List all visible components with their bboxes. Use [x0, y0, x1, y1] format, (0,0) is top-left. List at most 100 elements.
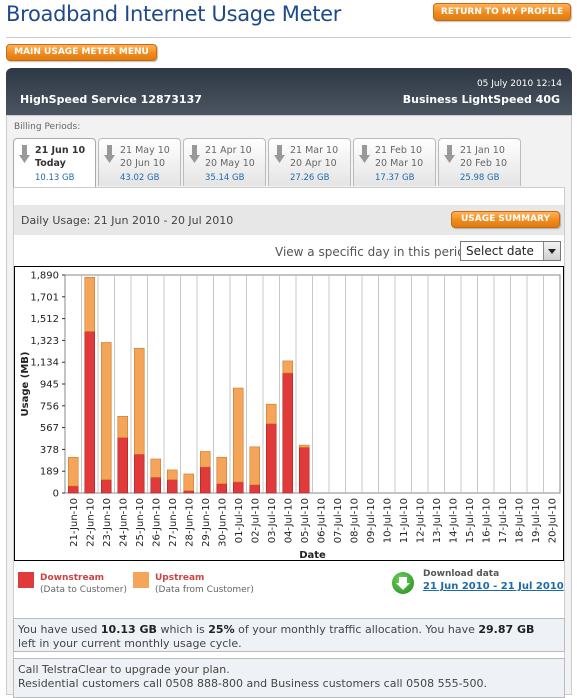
y-tick-label: 1,701 — [30, 292, 59, 303]
y-tick-label: 1,134 — [30, 358, 59, 369]
bar-upstream — [216, 456, 228, 485]
x-tick-label: 03-Jul-10 — [267, 498, 278, 543]
bar-upstream — [117, 415, 129, 438]
download-icon[interactable] — [392, 572, 414, 594]
select-day-label: View a specific day in this period: — [275, 245, 477, 259]
upstream-legend-title: Upstream — [155, 573, 205, 583]
x-tick-label: 24-Jun-10 — [118, 498, 129, 547]
x-tick-label: 04-Jul-10 — [283, 498, 294, 543]
bar-downstream — [249, 484, 261, 494]
bar-downstream — [298, 447, 310, 494]
x-tick-label: 18-Jul-10 — [514, 498, 525, 543]
date-select[interactable]: Select date — [460, 241, 561, 261]
bar-upstream — [150, 458, 162, 478]
remaining-amount: 29.87 GB — [478, 623, 535, 636]
tab-usage: 10.13 GB — [35, 173, 75, 183]
billing-period-tab[interactable]: 21 Jan 10 20 Feb 10 25.98 GB — [438, 138, 521, 186]
y-tick-label: 945 — [40, 380, 59, 391]
bar-downstream — [183, 490, 195, 494]
tab-usage: 25.98 GB — [460, 173, 500, 183]
downstream-legend-sub: (Data to Customer) — [40, 585, 127, 595]
x-tick-label: 06-Jul-10 — [316, 498, 327, 543]
bar-downstream — [266, 423, 277, 494]
upgrade-info-box: Call TelstraClear to upgrade your plan. … — [13, 658, 565, 698]
header-datetime: 05 July 2010 12:14 — [476, 79, 562, 89]
bar-downstream — [84, 331, 96, 494]
x-tick-label: 01-Jul-10 — [234, 498, 245, 543]
x-tick-label: 12-Jul-10 — [415, 498, 426, 543]
bar-downstream — [134, 454, 145, 494]
tab-end-date: 20 May 10 — [205, 158, 255, 169]
used-amount: 10.13 GB — [100, 623, 157, 636]
x-tick-label: 05-Jul-10 — [300, 498, 311, 543]
arrow-down-icon — [19, 145, 30, 163]
upgrade-text: Call TelstraClear to upgrade your plan. — [18, 663, 230, 676]
x-tick-label: 20-Jul-10 — [547, 498, 558, 543]
tab-start-date: 21 Feb 10 — [375, 145, 423, 156]
bar-downstream — [216, 483, 228, 494]
tab-end-date: 20 Apr 10 — [290, 158, 337, 169]
y-tick-label: 1,512 — [30, 314, 59, 325]
tab-usage: 27.26 GB — [290, 173, 330, 183]
bar-downstream — [200, 466, 211, 494]
info-text: You have used — [18, 623, 101, 636]
tab-start-date: 21 Mar 10 — [290, 145, 339, 156]
billing-period-tab[interactable]: 21 Mar 10 20 Apr 10 27.26 GB — [268, 138, 351, 186]
billing-period-tab[interactable]: 21 May 10 20 Jun 10 43.02 GB — [98, 138, 181, 186]
bar-upstream — [266, 403, 277, 425]
y-tick-label: 378 — [40, 445, 59, 456]
tab-end-date: 20 Feb 10 — [460, 158, 508, 169]
bar-downstream — [101, 479, 112, 494]
billing-period-tab[interactable]: 21 Feb 10 20 Mar 10 17.37 GB — [353, 138, 436, 186]
x-tick-label: 23-Jun-10 — [102, 498, 113, 547]
divider — [6, 37, 571, 38]
service-header: 05 July 2010 12:14 HighSpeed Service 128… — [6, 68, 572, 115]
x-tick-label: 17-Jul-10 — [498, 498, 509, 543]
downstream-legend-title: Downstream — [40, 573, 105, 583]
y-tick-label: 1,323 — [30, 336, 59, 347]
daily-usage-label: Daily Usage: 21 Jun 2010 - 20 Jul 2010 — [21, 214, 234, 227]
x-tick-label: 08-Jul-10 — [349, 498, 360, 543]
tab-end-date: Today — [35, 158, 66, 169]
x-tick-label: 21-Jun-10 — [69, 498, 80, 547]
bar-upstream — [298, 444, 310, 448]
tab-end-date: 20 Mar 10 — [375, 158, 424, 169]
x-tick-label: 13-Jul-10 — [432, 498, 443, 543]
tab-usage: 35.14 GB — [205, 173, 245, 183]
info-text: left in your current monthly usage cycle… — [18, 637, 242, 650]
contact-text: Residential customers call 0508 888-800 … — [18, 677, 488, 690]
usage-info-box: You have used 10.13 GB which is 25% of y… — [13, 618, 565, 652]
tab-start-date: 21 Apr 10 — [205, 145, 252, 156]
download-link[interactable]: 21 Jun 2010 - 21 Jul 2010 — [423, 581, 564, 592]
arrow-down-icon — [274, 145, 285, 163]
bar-upstream — [134, 347, 145, 455]
download-title: Download data — [423, 569, 500, 579]
y-tick-label: 0 — [53, 489, 59, 500]
arrow-down-icon — [444, 145, 455, 163]
bar-downstream — [150, 477, 162, 494]
chevron-down-icon[interactable] — [543, 242, 560, 260]
bar-downstream — [282, 372, 293, 494]
x-tick-label: 16-Jul-10 — [481, 498, 492, 543]
bar-upstream — [84, 277, 96, 332]
bar-upstream — [67, 456, 79, 487]
main-menu-button[interactable]: MAIN USAGE METER MENU — [6, 44, 157, 61]
usage-content: Daily Usage: 21 Jun 2010 - 20 Jul 2010 U… — [13, 187, 565, 697]
x-tick-label: 10-Jul-10 — [382, 498, 393, 543]
x-tick-label: 22-Jun-10 — [85, 498, 96, 547]
bar-upstream — [101, 342, 112, 481]
usage-summary-button[interactable]: USAGE SUMMARY — [451, 211, 560, 228]
service-name: HighSpeed Service 12873137 — [20, 93, 202, 106]
x-tick-label: 15-Jul-10 — [465, 498, 476, 543]
x-axis-label: Date — [299, 550, 326, 560]
bar-downstream — [117, 437, 129, 494]
billing-period-tab[interactable]: 21 Jun 10 Today 10.13 GB — [13, 138, 96, 188]
plan-name: Business LightSpeed 40G — [402, 93, 560, 106]
x-tick-label: 27-Jun-10 — [168, 498, 179, 547]
x-tick-label: 02-Jul-10 — [250, 498, 261, 543]
upstream-swatch — [133, 572, 149, 588]
return-to-profile-button[interactable]: RETURN TO MY PROFILE — [433, 3, 571, 21]
y-tick-label: 756 — [40, 401, 59, 412]
downstream-swatch — [18, 572, 34, 588]
billing-period-tab[interactable]: 21 Apr 10 20 May 10 35.14 GB — [183, 138, 266, 186]
